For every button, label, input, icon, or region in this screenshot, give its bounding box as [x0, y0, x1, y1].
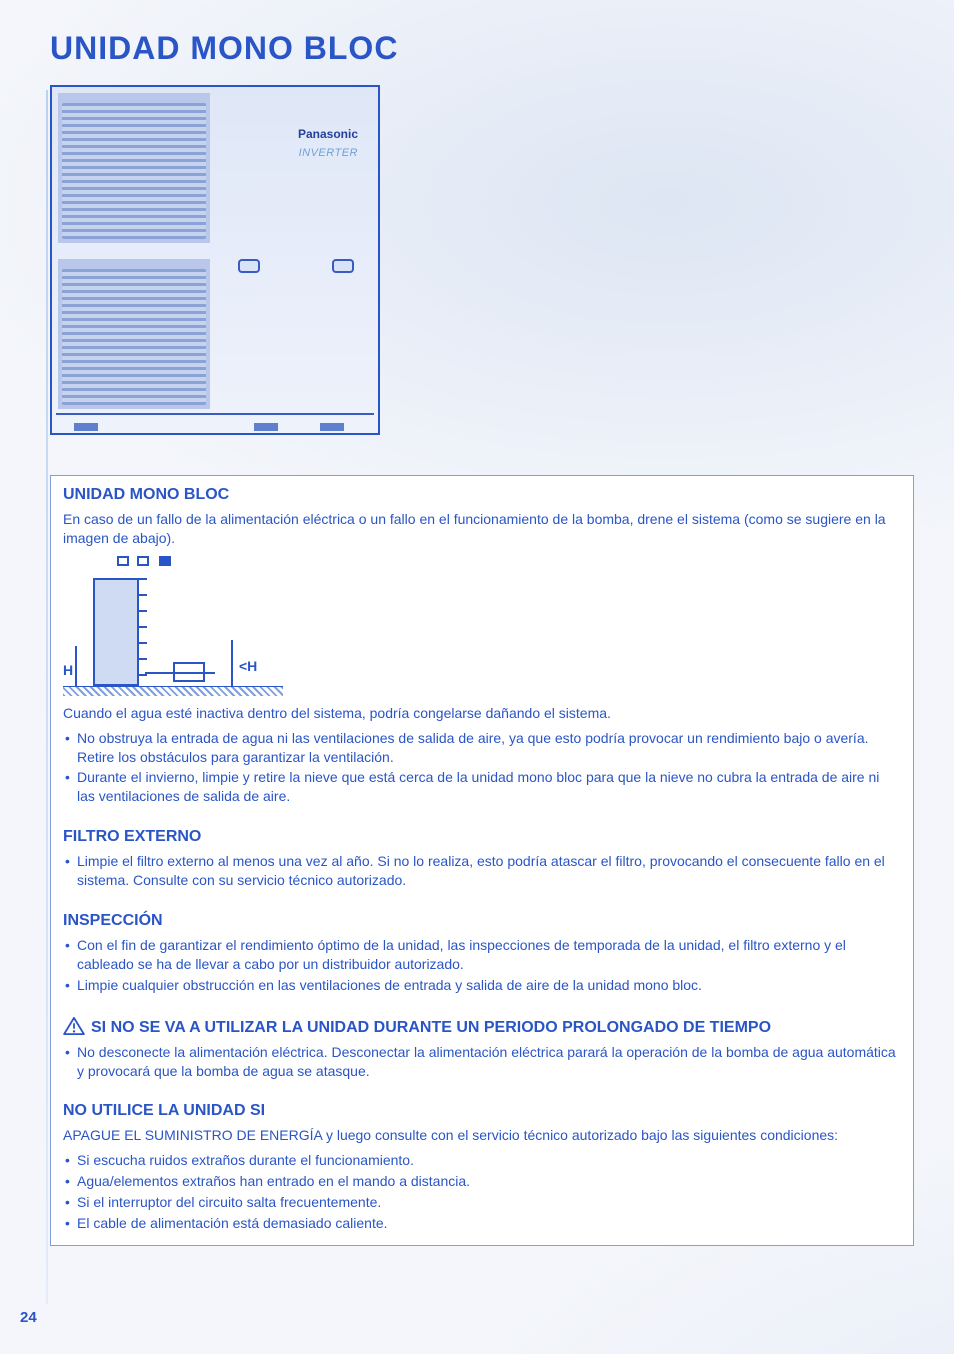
section-heading: SI NO SE VA A UTILIZAR LA UNIDAD DURANTE…: [51, 1011, 913, 1039]
side-rule: [46, 90, 48, 1304]
section-heading-text: SI NO SE VA A UTILIZAR LA UNIDAD DURANTE…: [91, 1019, 771, 1036]
drain-diagram: H <H: [63, 556, 283, 696]
diagram-riser: [231, 640, 233, 686]
warning-icon: [63, 1017, 85, 1035]
section-monobloc: UNIDAD MONO BLOC En caso de un fallo de …: [50, 475, 914, 819]
vent-slot: [332, 259, 354, 273]
section-bullets: Con el fin de garantizar el rendimiento …: [51, 932, 913, 999]
list-item: Limpie el filtro externo al menos una ve…: [63, 852, 901, 890]
section-intro: En caso de un fallo de la alimentación e…: [51, 506, 913, 550]
list-item: Si escucha ruidos extraños durante el fu…: [63, 1151, 901, 1170]
section-after-diagram: Cuando el agua esté inactiva dentro del …: [51, 700, 913, 725]
diagram-h-bar: [75, 646, 77, 686]
list-item: Limpie cualquier obstrucción en las vent…: [63, 976, 901, 995]
section-no-utilice: NO UTILICE LA UNIDAD SI APAGUE EL SUMINI…: [50, 1092, 914, 1245]
list-item: No obstruya la entrada de agua ni las ve…: [63, 729, 901, 767]
section-inspeccion: INSPECCIÓN Con el fin de garantizar el r…: [50, 902, 914, 1008]
section-bullets: Si escucha ruidos extraños durante el fu…: [51, 1147, 913, 1237]
list-item: El cable de alimentación está demasiado …: [63, 1214, 901, 1233]
diagram-valve: [173, 662, 205, 682]
section-bullets: No desconecte la alimentación eléctrica.…: [51, 1039, 913, 1085]
section-heading: NO UTILICE LA UNIDAD SI: [51, 1096, 913, 1122]
diagram-label-lth: <H: [239, 658, 257, 674]
diagram-ground: [63, 686, 283, 696]
list-item: Con el fin de garantizar el rendimiento …: [63, 936, 901, 974]
tech-badge: INVERTER: [299, 147, 358, 159]
diagram-label-h: H: [63, 662, 73, 678]
section-filtro: FILTRO EXTERNO Limpie el filtro externo …: [50, 818, 914, 903]
diagram-unit: [93, 578, 139, 686]
diagram-topbox: [159, 556, 171, 566]
unit-foot: [74, 423, 98, 431]
unit-foot: [254, 423, 278, 431]
list-item: No desconecte la alimentación eléctrica.…: [63, 1043, 901, 1081]
grille-panel-bottom: [58, 259, 210, 409]
list-item: Durante el invierno, limpie y retire la …: [63, 768, 901, 806]
diagram-topbox: [117, 556, 129, 566]
product-illustration: Panasonic INVERTER: [50, 85, 380, 435]
section-prolongado: SI NO SE VA A UTILIZAR LA UNIDAD DURANTE…: [50, 1007, 914, 1094]
list-item: Agua/elementos extraños han entrado en e…: [63, 1172, 901, 1191]
grille-panel-top: [58, 93, 210, 243]
section-lead: APAGUE EL SUMINISTRO DE ENERGÍA y luego …: [51, 1122, 913, 1147]
brand-badge: Panasonic: [298, 127, 358, 141]
vent-slot: [238, 259, 260, 273]
section-heading: INSPECCIÓN: [51, 906, 913, 932]
section-bullets: No obstruya la entrada de agua ni las ve…: [51, 725, 913, 811]
section-heading: FILTRO EXTERNO: [51, 822, 913, 848]
unit-foot: [320, 423, 344, 431]
list-item: Si el interruptor del circuito salta fre…: [63, 1193, 901, 1212]
diagram-topbox: [137, 556, 149, 566]
page-title: UNIDAD MONO BLOC: [50, 30, 914, 67]
page-number: 24: [20, 1309, 37, 1326]
section-heading: UNIDAD MONO BLOC: [51, 480, 913, 506]
section-bullets: Limpie el filtro externo al menos una ve…: [51, 848, 913, 894]
